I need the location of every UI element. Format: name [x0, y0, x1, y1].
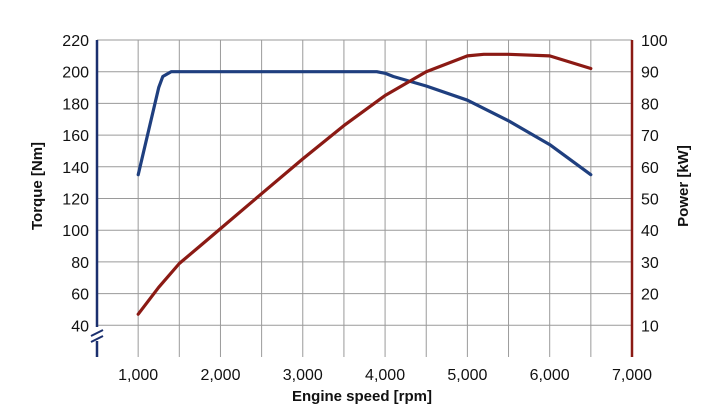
- y-right-tick-label: 90: [641, 65, 659, 82]
- power-line: [136, 52, 593, 316]
- x-tick-label: 4,000: [365, 367, 405, 384]
- y-left-tick-label: 80: [71, 255, 89, 272]
- grid-lines: [97, 39, 633, 357]
- y-right-tick-label: 30: [641, 255, 659, 272]
- y-left-tick-label: 180: [62, 96, 89, 113]
- x-tick-label: 2,000: [200, 367, 240, 384]
- y-left-tick-label: 100: [62, 223, 89, 240]
- y-left-tick-label: 120: [62, 192, 89, 209]
- y-right-tick-label: 70: [641, 128, 659, 145]
- y-axis-left-label: Torque [Nm]: [29, 142, 46, 230]
- y-right-tick-label: 50: [641, 192, 659, 209]
- y-right-tick-label: 40: [641, 223, 659, 240]
- y-left-tick-label: 60: [71, 287, 89, 304]
- tick-labels: 1,000 2,000 3,000 4,000 5,000 6,000 7,000 40 60 8…: [62, 33, 668, 384]
- y-left-tick-label: 40: [71, 318, 89, 335]
- x-tick-label: 5,000: [447, 367, 487, 384]
- y-right-tick-label: 100: [641, 33, 668, 50]
- y-left-tick-label: 160: [62, 128, 89, 145]
- y-axis-right-label: Power [kW]: [675, 145, 692, 227]
- x-tick-label: 7,000: [612, 367, 652, 384]
- y-left-tick-label: 200: [62, 65, 89, 82]
- x-axis-label: Engine speed [rpm]: [292, 388, 432, 405]
- x-tick-label: 6,000: [530, 367, 570, 384]
- axis-break-mark: [90, 335, 104, 343]
- y-right-tick-label: 80: [641, 96, 659, 113]
- torque-line: [136, 70, 593, 177]
- y-right-tick-label: 60: [641, 160, 659, 177]
- y-right-tick-label: 10: [641, 318, 659, 335]
- y-left-tick-label: 140: [62, 160, 89, 177]
- y-left-tick-label: 220: [62, 33, 89, 50]
- x-tick-label: 1,000: [118, 367, 158, 384]
- x-tick-label: 3,000: [283, 367, 323, 384]
- axes: [90, 40, 634, 357]
- series-lines: [136, 52, 593, 316]
- axis-break-mark: [90, 329, 104, 337]
- y-right-tick-label: 20: [641, 287, 659, 304]
